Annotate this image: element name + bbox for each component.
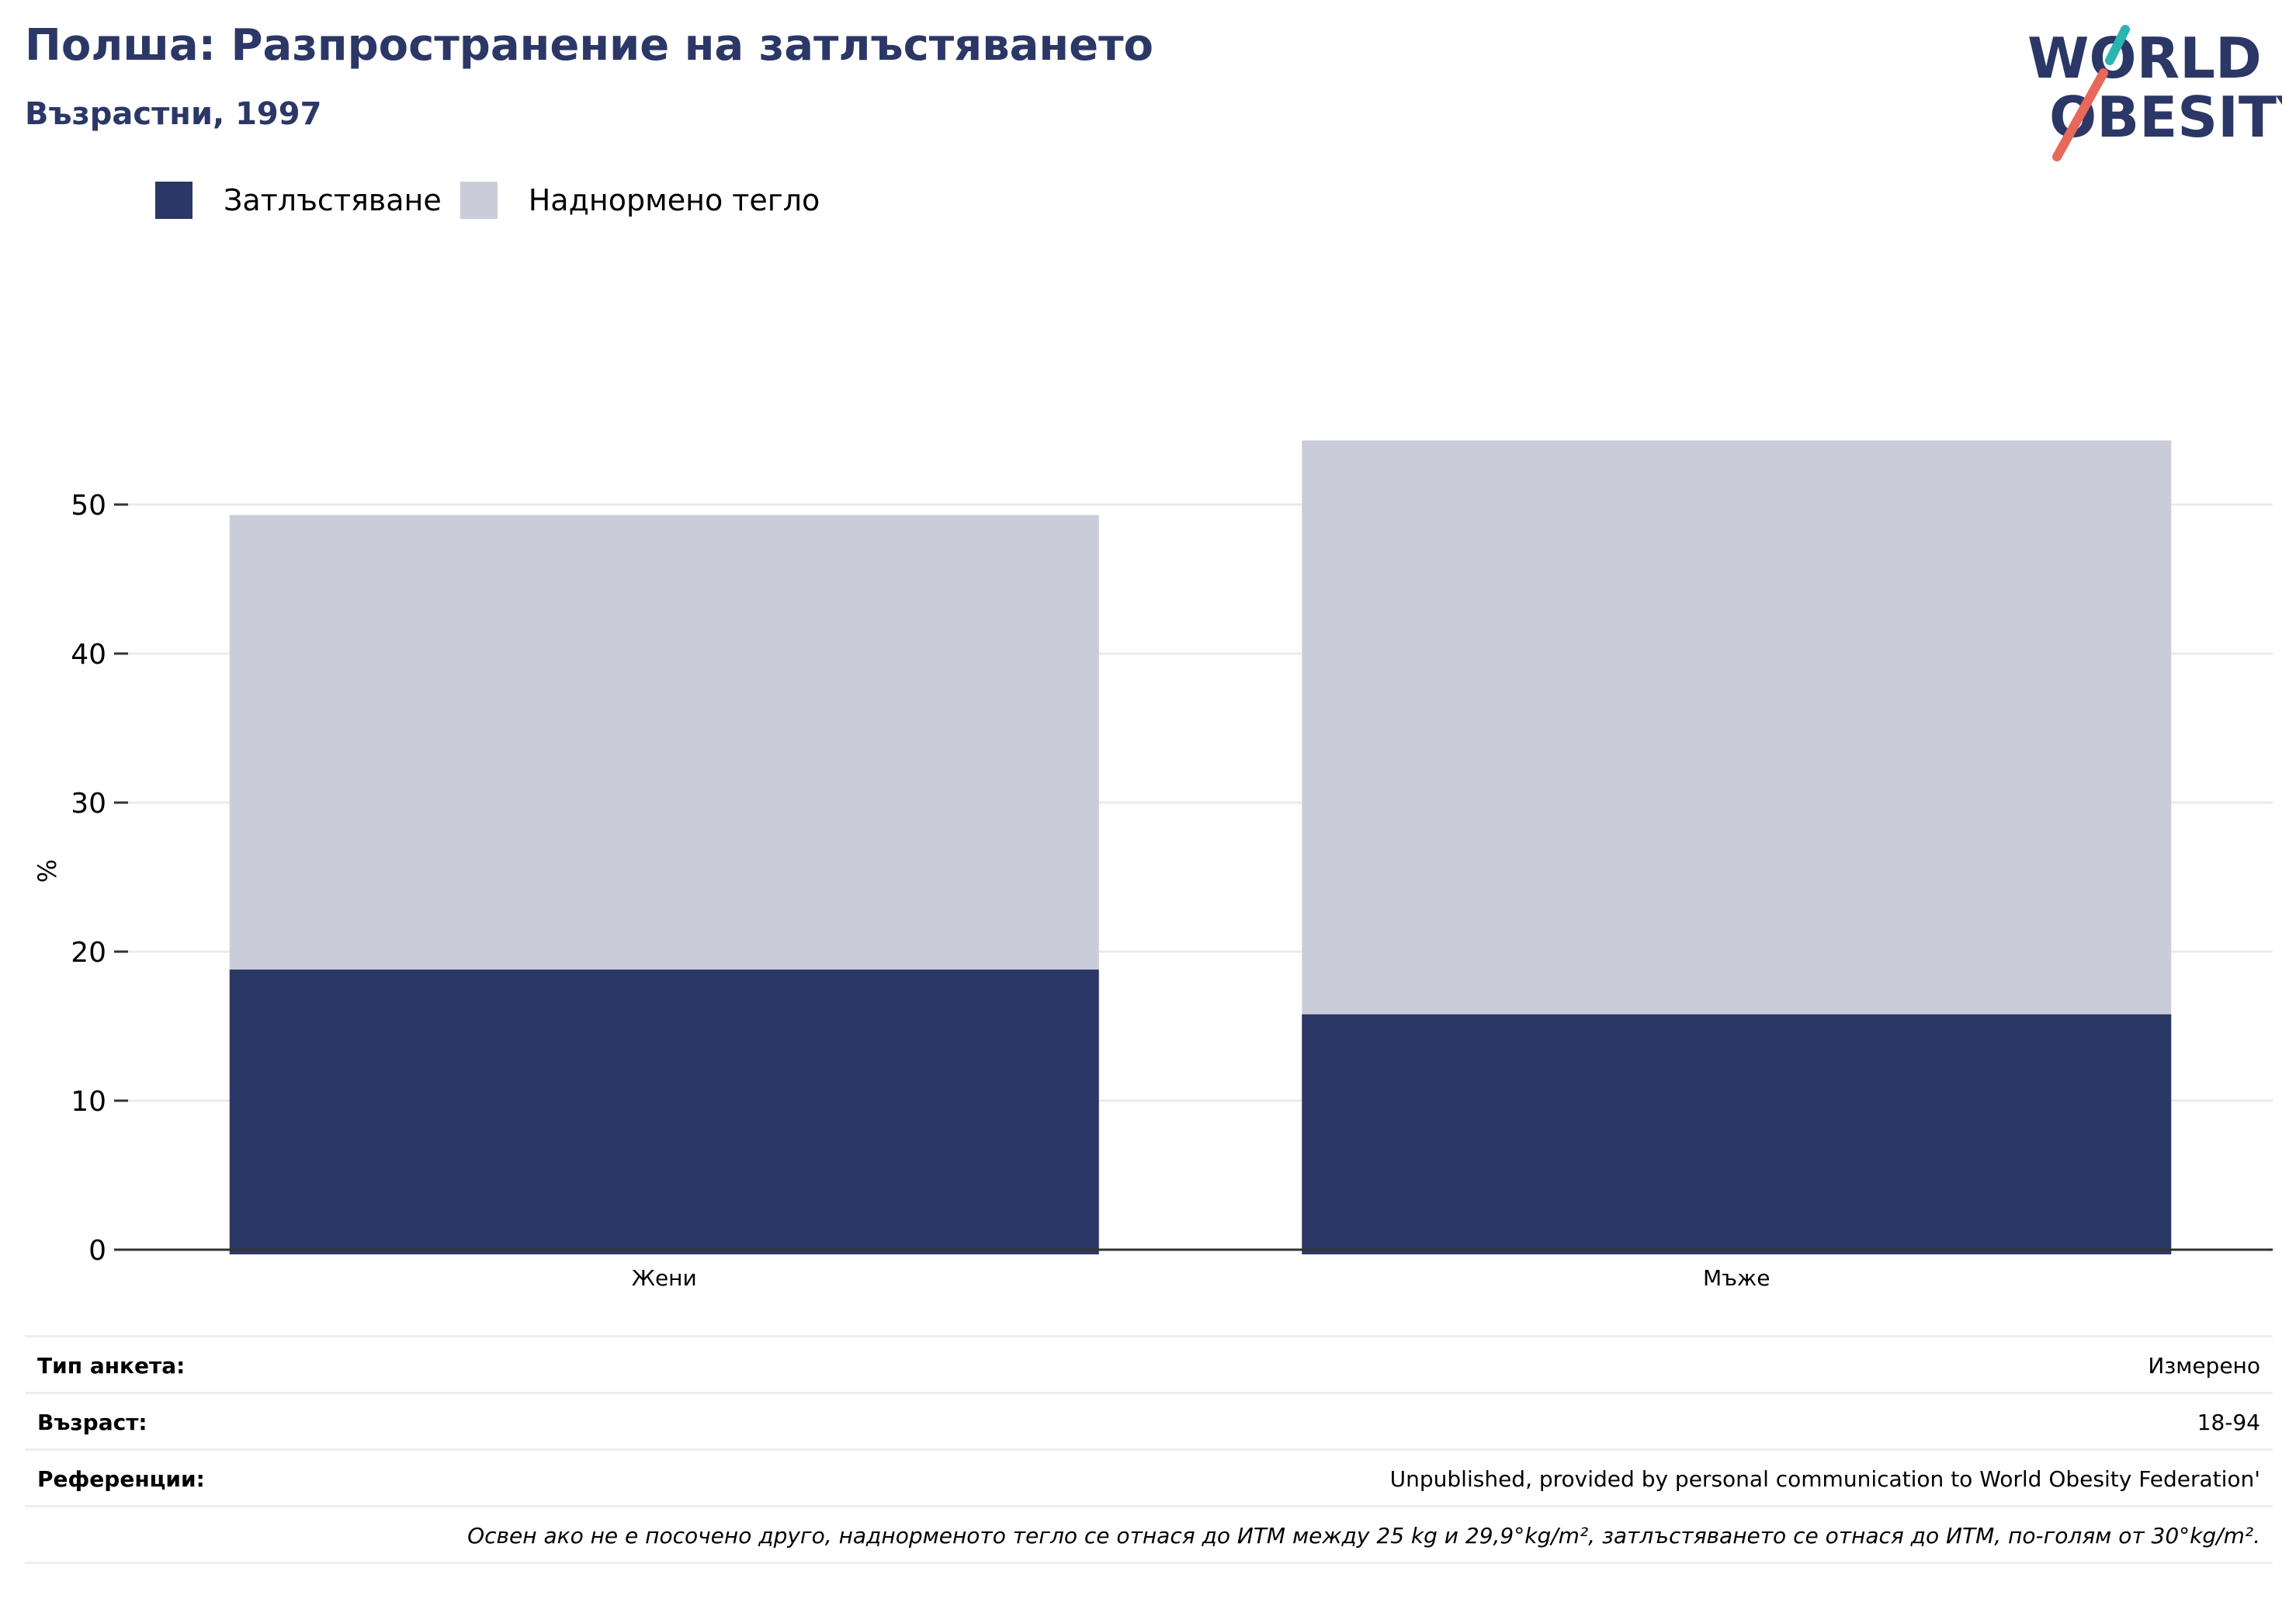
logo-line1: WORLD <box>2027 26 2262 91</box>
x-tick-label-0: Жени <box>632 1265 697 1291</box>
bar-overweight-0 <box>229 515 1099 970</box>
info-value-age: 18-94 <box>2197 1410 2260 1435</box>
y-tick-label-5: 50 <box>71 490 106 522</box>
info-value-survey: Измерено <box>2148 1353 2260 1379</box>
chart-title: Полша: Разпространение на затлъстяването <box>25 20 1154 71</box>
world-obesity-logo: WORLD OBESITY <box>2027 25 2282 161</box>
definition-note: Освен ако не е посочено друго, наднормен… <box>467 1523 2260 1549</box>
y-tick-label-0: 0 <box>88 1235 106 1267</box>
legend-item-overweight[interactable]: Наднормено тегло <box>460 182 820 219</box>
logo-teal-slash <box>2105 25 2130 65</box>
legend-label-overweight: Наднормено тегло <box>528 183 820 217</box>
y-axis-label: % <box>33 859 62 883</box>
info-value-references: Unpublished, provided by personal commun… <box>1389 1466 2260 1492</box>
legend-swatch-obesity <box>155 182 192 219</box>
bar-obesity-0 <box>229 969 1099 1254</box>
bar-obesity-1 <box>1302 1014 2172 1254</box>
info-row-age: Възраст: 18-94 <box>25 1392 2273 1448</box>
y-tick-label-1: 10 <box>71 1086 106 1118</box>
stacked-bar-chart: 0 10 20 30 40 50% Жени Мъже <box>33 440 2273 1291</box>
chart-legend: Затлъстяване Наднормено тегло <box>155 180 838 220</box>
legend-item-obesity[interactable]: Затлъстяване <box>155 182 442 219</box>
info-table: Тип анкета: Измерено Възраст: 18-94 Рефе… <box>25 1335 2273 1564</box>
info-row-note: Освен ако не е посочено друго, наднормен… <box>25 1505 2273 1564</box>
y-tick-label-4: 40 <box>71 639 106 671</box>
info-key-age: Възраст: <box>37 1410 147 1435</box>
legend-swatch-overweight <box>460 182 498 219</box>
legend-label-obesity: Затлъстяване <box>224 183 442 217</box>
x-tick-label-1: Мъже <box>1703 1265 1770 1291</box>
logo-coral-slash <box>2052 68 2108 161</box>
bar-overweight-1 <box>1302 440 2172 1015</box>
chart-subtitle: Възрастни, 1997 <box>25 96 322 132</box>
info-key-references: Референции: <box>37 1466 205 1492</box>
info-row-references: Референции: Unpublished, provided by per… <box>25 1448 2273 1505</box>
info-row-survey: Тип анкета: Измерено <box>25 1335 2273 1392</box>
y-tick-label-2: 20 <box>71 937 106 969</box>
y-tick-label-3: 30 <box>71 788 106 820</box>
info-key-survey: Тип анкета: <box>37 1353 186 1379</box>
